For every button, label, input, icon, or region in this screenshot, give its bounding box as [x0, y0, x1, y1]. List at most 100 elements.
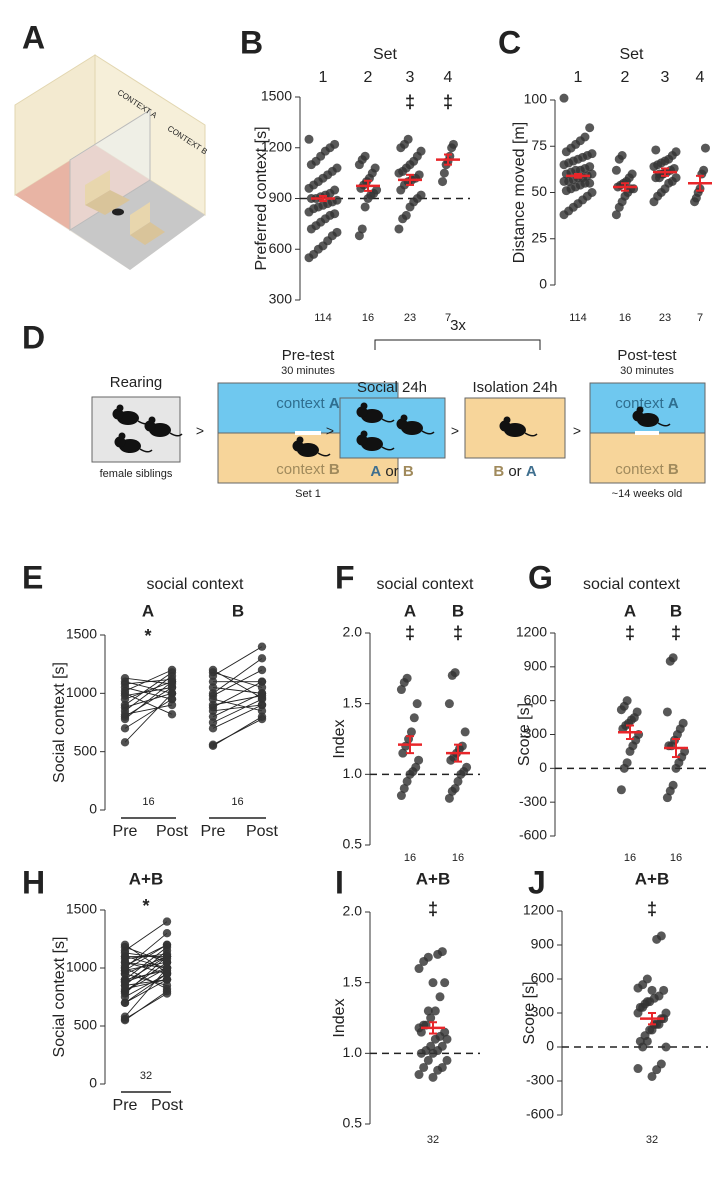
data-point — [611, 210, 621, 220]
stage-duration: 30 minutes — [620, 365, 674, 377]
y-axis-label: Distance moved [m] — [511, 122, 528, 263]
protocol-diagram: D 3x Rearing female siblings > Pre-test … — [22, 317, 706, 500]
data-point — [208, 668, 218, 677]
pair-line — [124, 692, 173, 715]
context-label: context A — [615, 395, 679, 412]
data-point — [120, 673, 130, 683]
stage-box — [339, 397, 446, 459]
pair-line — [124, 677, 173, 685]
pair-line — [124, 681, 173, 694]
data-point — [257, 665, 267, 675]
pair-line — [124, 955, 168, 969]
panel-label: C — [498, 24, 521, 60]
y-tick-label: 1200 — [516, 624, 547, 640]
pair-line — [124, 952, 168, 960]
category-label: 2 — [621, 69, 630, 86]
data-point — [700, 143, 710, 153]
data-point — [162, 975, 172, 984]
pair-line — [212, 657, 263, 694]
pair-line — [212, 698, 263, 712]
data-point — [396, 791, 406, 801]
pair-line — [124, 681, 173, 700]
data-point — [394, 224, 404, 234]
stage-duration: 30 minutes — [281, 365, 335, 377]
pair-line — [124, 979, 168, 986]
n-label: 16 — [619, 312, 631, 324]
data-point — [414, 170, 424, 180]
chart-title: social context — [377, 576, 474, 593]
y-tick-label: 1.5 — [343, 694, 363, 710]
data-point — [409, 713, 419, 723]
data-point — [426, 1041, 436, 1051]
y-tick-label: 1.0 — [343, 1044, 363, 1060]
y-axis-label: Score [s] — [521, 981, 538, 1044]
data-point — [402, 776, 412, 786]
data-point — [406, 727, 416, 737]
chart-title: social context — [583, 576, 680, 593]
n-label: 7 — [697, 312, 703, 324]
category-label: A+B — [129, 869, 163, 888]
stage-title: Isolation 24h — [472, 379, 557, 396]
y-tick-label: 1500 — [66, 901, 97, 917]
pair-line — [212, 687, 263, 694]
data-point — [360, 202, 370, 212]
category-label: B — [670, 601, 682, 620]
data-point — [167, 694, 177, 704]
n-label: 16 — [670, 852, 682, 864]
data-point — [419, 1062, 429, 1072]
data-point — [257, 654, 267, 663]
data-point — [437, 1062, 447, 1072]
data-point — [622, 758, 632, 768]
category-label: 1 — [574, 69, 583, 86]
data-point — [167, 665, 177, 675]
y-tick-label: 75 — [531, 137, 547, 153]
pair-line — [124, 932, 168, 969]
panel-label: B — [240, 24, 263, 60]
pair-line — [124, 693, 173, 743]
data-point — [167, 710, 177, 719]
data-point — [120, 724, 130, 733]
n-label: 32 — [140, 1070, 152, 1082]
significance-mark: * — [144, 626, 151, 646]
pair-line — [124, 944, 168, 971]
data-point — [642, 997, 652, 1007]
data-point — [370, 163, 380, 173]
pair-line — [124, 967, 168, 990]
stage-title: Pre-test — [282, 347, 335, 364]
data-point — [399, 783, 409, 793]
data-point — [330, 209, 340, 219]
y-tick-label: 900 — [531, 936, 555, 952]
y-tick-label: 50 — [531, 183, 547, 199]
y-tick-label: -600 — [526, 1106, 554, 1122]
pair-line — [124, 973, 168, 1004]
pair-line — [124, 687, 173, 700]
pair-line — [124, 993, 168, 1020]
data-point — [416, 190, 426, 200]
data-point — [332, 195, 342, 205]
y-tick-label: 1200 — [261, 138, 292, 154]
data-point — [120, 963, 130, 973]
data-point — [120, 942, 130, 952]
panel-label: I — [335, 864, 344, 900]
data-point — [587, 149, 597, 159]
y-tick-label: 0 — [89, 801, 97, 817]
context-letter: A — [668, 395, 679, 412]
pair-line — [124, 990, 168, 1021]
data-point — [669, 163, 679, 173]
pair-line — [212, 704, 263, 729]
n-label: 16 — [624, 852, 636, 864]
data-point — [440, 1027, 450, 1037]
category-label: 4 — [696, 69, 705, 86]
data-point — [208, 718, 218, 727]
context-label: context A — [276, 395, 340, 412]
data-point — [120, 975, 130, 984]
arrow: > — [451, 423, 459, 439]
data-point — [354, 231, 364, 241]
y-tick-label: 1.0 — [343, 765, 363, 781]
y-tick-label: 0 — [539, 276, 547, 292]
panel-label: H — [22, 864, 45, 900]
arena-illustration: A CONTEXT A CONTEXT B — [14, 19, 209, 270]
data-point — [442, 1034, 452, 1044]
data-point — [559, 93, 569, 103]
